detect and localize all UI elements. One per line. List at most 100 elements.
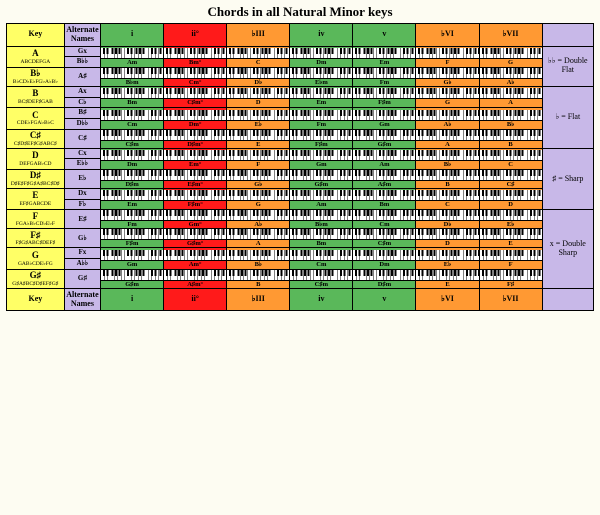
keyboard-icon (227, 68, 289, 79)
chord-label: F♯m° (164, 201, 226, 208)
chord-cell: G♭ (227, 170, 290, 189)
chord-cell: C♯ (479, 170, 542, 189)
chord-cell: Em (101, 189, 164, 210)
keyboard-icon (353, 210, 415, 221)
key-cell: BBC♯DEF♯GAB (7, 86, 65, 107)
chord-label: Bm (353, 201, 415, 208)
keyboard-icon (480, 150, 542, 161)
key-cell: GGAB♭CDE♭FG (7, 248, 65, 269)
keyboard-icon (164, 130, 226, 141)
chord-cell: F♯m (353, 86, 416, 107)
chord-cell: D (416, 229, 479, 248)
chord-label: A♭ (227, 221, 289, 228)
keyboard-icon (353, 48, 415, 59)
chord-cell: E♭ (227, 108, 290, 129)
keyboard-icon (101, 68, 163, 79)
keyboard-icon (227, 229, 289, 240)
chord-cell: Am (101, 46, 164, 67)
legend-cell: ♭ = Flat (542, 86, 593, 148)
chord-label: G♯m (101, 281, 163, 288)
keyboard-icon (164, 270, 226, 281)
alt-name-cell: E♯ (64, 210, 100, 229)
col-degree-footer: ♭VI (416, 288, 479, 311)
chord-cell: C♯m (290, 269, 353, 288)
chord-cell: F (227, 148, 290, 169)
chord-cell: B (479, 129, 542, 148)
keyboard-icon (290, 270, 352, 281)
col-degree-footer: ♭III (227, 288, 290, 311)
chord-label: E (227, 141, 289, 148)
legend-header (542, 24, 593, 47)
keyboard-icon (164, 48, 226, 59)
chord-cell: A♭ (416, 108, 479, 129)
chord-cell: C♯m° (164, 86, 227, 107)
chord-label: B♭m (290, 221, 352, 228)
chord-cell: G (227, 189, 290, 210)
key-cell: CCDE♭FGA♭B♭C (7, 108, 65, 129)
keyboard-icon (164, 110, 226, 121)
chord-label: F (227, 161, 289, 168)
alt-name-cell: F♭ (64, 199, 100, 210)
keyboard-icon (290, 150, 352, 161)
chord-cell: Bm° (164, 46, 227, 67)
key-cell: EEF♯GABCDE (7, 189, 65, 210)
chord-cell: Cm (101, 108, 164, 129)
chord-label: Fm (353, 79, 415, 86)
chord-label: A♭ (416, 121, 478, 128)
chord-cell: C (479, 148, 542, 169)
chord-label: A (480, 99, 542, 106)
keyboard-icon (164, 150, 226, 161)
col-degree-footer: ii° (164, 288, 227, 311)
key-cell: B♭B♭CD♭E♭FG♭A♭B♭ (7, 67, 65, 86)
keyboard-icon (416, 250, 478, 261)
keyboard-icon (480, 270, 542, 281)
chord-cell: Dm° (164, 108, 227, 129)
chord-cell: Dm (290, 46, 353, 67)
keyboard-icon (101, 88, 163, 99)
keyboard-icon (164, 250, 226, 261)
chord-label: E♭ (480, 221, 542, 228)
chord-label: Dm° (164, 121, 226, 128)
keyboard-icon (101, 170, 163, 181)
key-cell: F♯F♯G♯ABC♯DEF♯ (7, 229, 65, 248)
alt-name-cell: Cx (64, 148, 100, 159)
chord-cell: Gm (353, 108, 416, 129)
keyboard-icon (480, 210, 542, 221)
chord-label: B♭m (101, 79, 163, 86)
chord-cell: B (227, 269, 290, 288)
chord-label: F (480, 261, 542, 268)
chord-label: G♯m (353, 141, 415, 148)
keyboard-icon (480, 190, 542, 201)
chord-label: C♯m (290, 281, 352, 288)
chord-label: Am (353, 161, 415, 168)
chord-cell: Cm (353, 210, 416, 229)
chord-label: G♯m° (164, 240, 226, 247)
chord-cell: F♯ (479, 269, 542, 288)
alt-name-cell: C♭ (64, 97, 100, 108)
chord-label: A♭ (480, 79, 542, 86)
chord-label: Fm (101, 221, 163, 228)
col-degree-footer: i (101, 288, 164, 311)
chord-cell: Dm (353, 248, 416, 269)
keyboard-icon (353, 190, 415, 201)
chord-label: E♭m (290, 79, 352, 86)
keyboard-icon (164, 229, 226, 240)
chord-cell: D (479, 189, 542, 210)
chord-label: G (480, 59, 542, 66)
chord-cell: Cm° (164, 67, 227, 86)
chord-label: F♯m (353, 99, 415, 106)
chord-label: F♯m (290, 141, 352, 148)
chord-label: D♭ (416, 221, 478, 228)
chord-label: C♯ (480, 181, 542, 188)
chord-label: A (227, 240, 289, 247)
col-degree-header: ii° (164, 24, 227, 47)
chord-cell: Em (353, 46, 416, 67)
alt-name-cell: G♯ (64, 269, 100, 288)
col-key-header: Key (7, 24, 65, 47)
keyboard-icon (227, 250, 289, 261)
chord-label: Bm (101, 99, 163, 106)
chord-label: C (416, 201, 478, 208)
chord-cell: Cm (290, 248, 353, 269)
chord-label: E (416, 281, 478, 288)
key-cell: G♯G♯A♯BC♯D♯EF♯G♯ (7, 269, 65, 288)
